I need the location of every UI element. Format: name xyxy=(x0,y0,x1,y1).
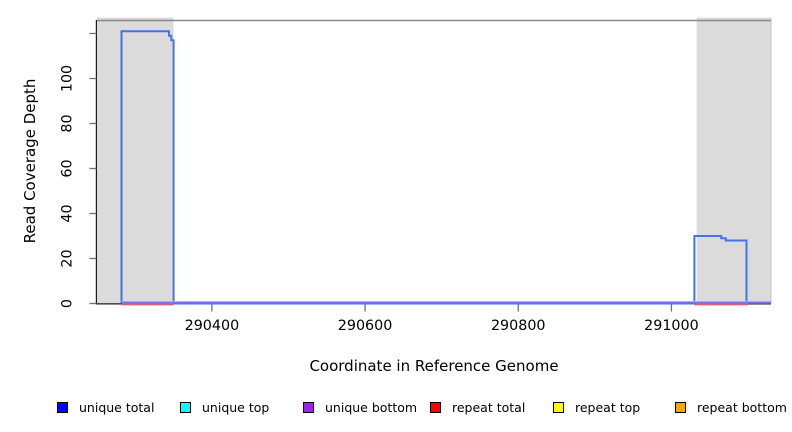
x-tick-label: 290400 xyxy=(185,318,240,334)
x-tick-label: 291000 xyxy=(644,318,699,334)
y-axis-title: Read Coverage Depth xyxy=(21,78,39,244)
y-tick-label: 80 xyxy=(60,114,76,132)
y-tick-label: 20 xyxy=(60,249,76,267)
y-tick-label: 40 xyxy=(60,204,76,222)
x-axis-title: Coordinate in Reference Genome xyxy=(309,357,559,375)
y-tick-label: 100 xyxy=(60,65,76,92)
x-tick-label: 290800 xyxy=(491,318,546,334)
x-tick-label: 290600 xyxy=(338,318,393,334)
series-unique-total-line xyxy=(120,30,748,305)
y-tick-label: 60 xyxy=(60,159,76,177)
repeat-region-shade xyxy=(696,17,771,304)
y-tick-label: 0 xyxy=(60,299,76,308)
repeat-region-shade xyxy=(97,17,174,304)
